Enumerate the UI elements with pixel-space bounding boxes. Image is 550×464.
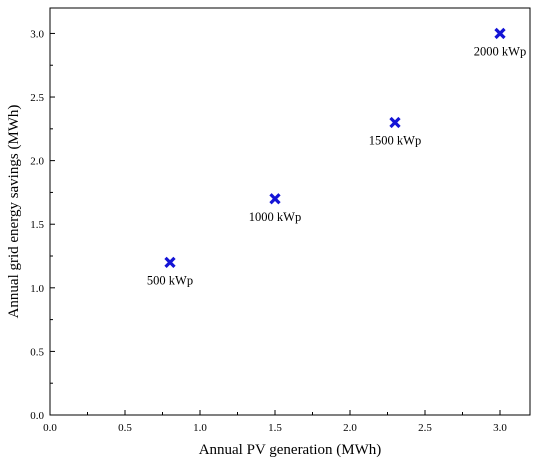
x-tick-label: 1.0 (193, 422, 207, 434)
x-tick-label: 1.5 (268, 422, 282, 434)
y-tick-label: 2.0 (30, 156, 44, 168)
x-tick-label: 2.0 (343, 422, 357, 434)
x-axis-ticks: 0.0 0.5 1.0 1.5 2.0 2.5 3.0 (43, 410, 507, 434)
x-tick-label: 0.0 (43, 422, 57, 434)
y-axis-ticks: 0.0 0.5 1.0 1.5 2.0 2.5 3.0 (30, 28, 55, 422)
y-axis-label: Annual grid energy savings (MWh) (6, 105, 22, 319)
point-label: 2000 kWp (474, 44, 526, 58)
y-tick-label: 2.5 (30, 92, 44, 104)
data-points: 500 kWp 1000 kWp 1500 kWp 2000 kWp (147, 27, 526, 287)
x-marker (389, 116, 401, 129)
data-point: 1000 kWp (249, 193, 301, 224)
data-point: 1500 kWp (369, 116, 421, 147)
x-tick-label: 3.0 (493, 422, 507, 434)
x-axis-label: Annual PV generation (MWh) (199, 442, 382, 458)
x-marker (164, 256, 176, 269)
y-tick-label: 0.5 (30, 346, 44, 358)
y-tick-label: 1.5 (30, 219, 44, 231)
plot-frame (49, 7, 531, 416)
y-tick-label: 1.0 (30, 283, 44, 295)
data-point: 500 kWp (147, 256, 193, 287)
y-tick-label: 3.0 (30, 28, 44, 40)
data-point: 2000 kWp (474, 27, 526, 58)
point-label: 1500 kWp (369, 133, 421, 147)
x-marker (269, 193, 281, 205)
x-tick-label: 0.5 (118, 422, 132, 434)
x-tick-label: 2.5 (418, 422, 432, 434)
point-label: 1000 kWp (249, 210, 301, 224)
point-label: 500 kWp (147, 273, 193, 287)
x-marker (494, 27, 506, 40)
y-tick-label: 0.0 (30, 410, 44, 422)
